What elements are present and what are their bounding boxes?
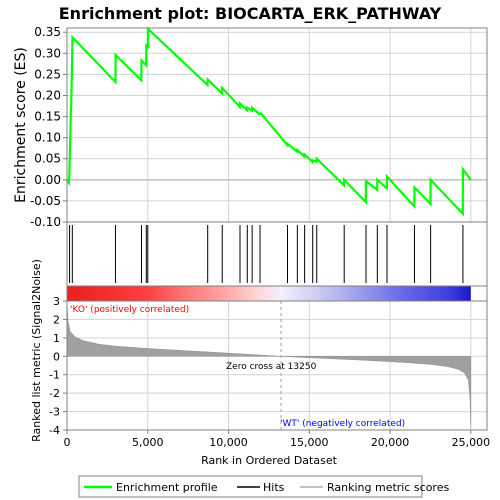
metric-y-tick-label: -3 — [49, 406, 60, 419]
metric-y-tick-label: -4 — [49, 424, 60, 437]
metric-y-axis-label: Ranked list metric (Signal2Noise) — [30, 259, 43, 442]
es-y-tick-label: 0.10 — [34, 131, 61, 145]
es-y-axis-label: Enrichment score (ES) — [13, 47, 29, 203]
negative-correlation-label: 'WT' (negatively correlated) — [280, 419, 405, 429]
es-y-axis-ticks: -0.10 -0.05 0.00 0.05 0.10 0.15 0.20 0.25 0.30 0.… — [30, 25, 67, 229]
es-y-tick-label: 0.30 — [34, 46, 61, 60]
metric-y-tick-label: -2 — [49, 387, 60, 400]
metric-panel-frame — [66, 300, 488, 431]
x-tick-label: 5,000 — [132, 436, 164, 449]
x-axis-ticks: 0 5,000 10,000 15,000 20,000 25,000 — [64, 430, 491, 449]
es-y-tick-label: -0.05 — [30, 194, 61, 208]
chart-legend: Enrichment profile Hits Ranking metric s… — [78, 475, 449, 498]
es-y-tick-label: 0.35 — [34, 25, 61, 39]
legend-label-hits: Hits — [263, 481, 285, 494]
x-tick-label: 0 — [64, 436, 71, 449]
hit-marks — [69, 225, 464, 283]
legend-label-enrichment: Enrichment profile — [116, 481, 218, 494]
metric-y-axis-ticks: -4 -3 -2 -1 0 1 2 3 — [49, 295, 67, 437]
metric-y-tick-label: 1 — [53, 332, 60, 345]
x-axis-label: Rank in Ordered Dataset — [201, 454, 338, 467]
legend-label-metric: Ranking metric scores — [327, 481, 449, 494]
es-y-tick-label: -0.10 — [30, 215, 61, 229]
metric-y-tick-label: -1 — [49, 369, 60, 382]
x-tick-label: 15,000 — [290, 436, 329, 449]
zero-cross-annotation: Zero cross at 13250 — [226, 362, 317, 372]
x-tick-label: 20,000 — [371, 436, 410, 449]
x-tick-label: 25,000 — [452, 436, 491, 449]
es-y-tick-label: 0.15 — [34, 110, 61, 124]
metric-y-tick-label: 3 — [53, 295, 60, 308]
es-y-tick-label: 0.20 — [34, 88, 61, 102]
enrichment-profile-line — [66, 26, 472, 217]
ranked-metric-panel: Zero cross at 13250 'KO' (positively cor… — [49, 295, 488, 437]
metric-y-tick-label: 0 — [53, 350, 60, 363]
x-tick-label: 10,000 — [209, 436, 248, 449]
enrichment-score-panel: -0.10 -0.05 0.00 0.05 0.10 0.15 0.20 0.25 0.30 0.… — [30, 25, 488, 229]
es-y-tick-label: 0.00 — [34, 173, 61, 187]
es-y-tick-label: 0.25 — [34, 67, 61, 81]
rank-color-bar — [67, 286, 471, 301]
chart-title: Enrichment plot: BIOCARTA_ERK_PATHWAY — [59, 4, 442, 23]
es-y-tick-label: 0.05 — [34, 152, 61, 166]
metric-y-tick-label: 2 — [53, 313, 60, 326]
positive-correlation-label: 'KO' (positively correlated) — [70, 305, 189, 315]
ranking-metric-area — [66, 302, 472, 429]
